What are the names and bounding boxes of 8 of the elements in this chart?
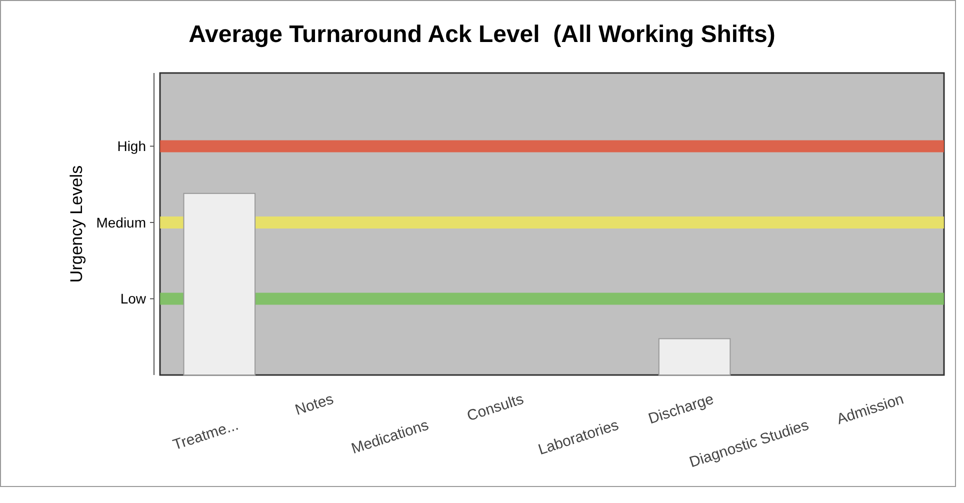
x-tick-label: Consults	[464, 390, 526, 425]
x-tick-label: Notes	[293, 390, 336, 419]
x-tick-label: Treatme...	[170, 416, 241, 454]
ref-line-label: Low	[120, 290, 147, 307]
ref-line-label: High	[117, 138, 146, 154]
y-axis-title: Urgency Levels	[67, 165, 86, 283]
chart-title: Average Turnaround Ack Level (All Working Shifts)	[188, 21, 776, 48]
ref-line-label: Medium	[96, 214, 146, 230]
